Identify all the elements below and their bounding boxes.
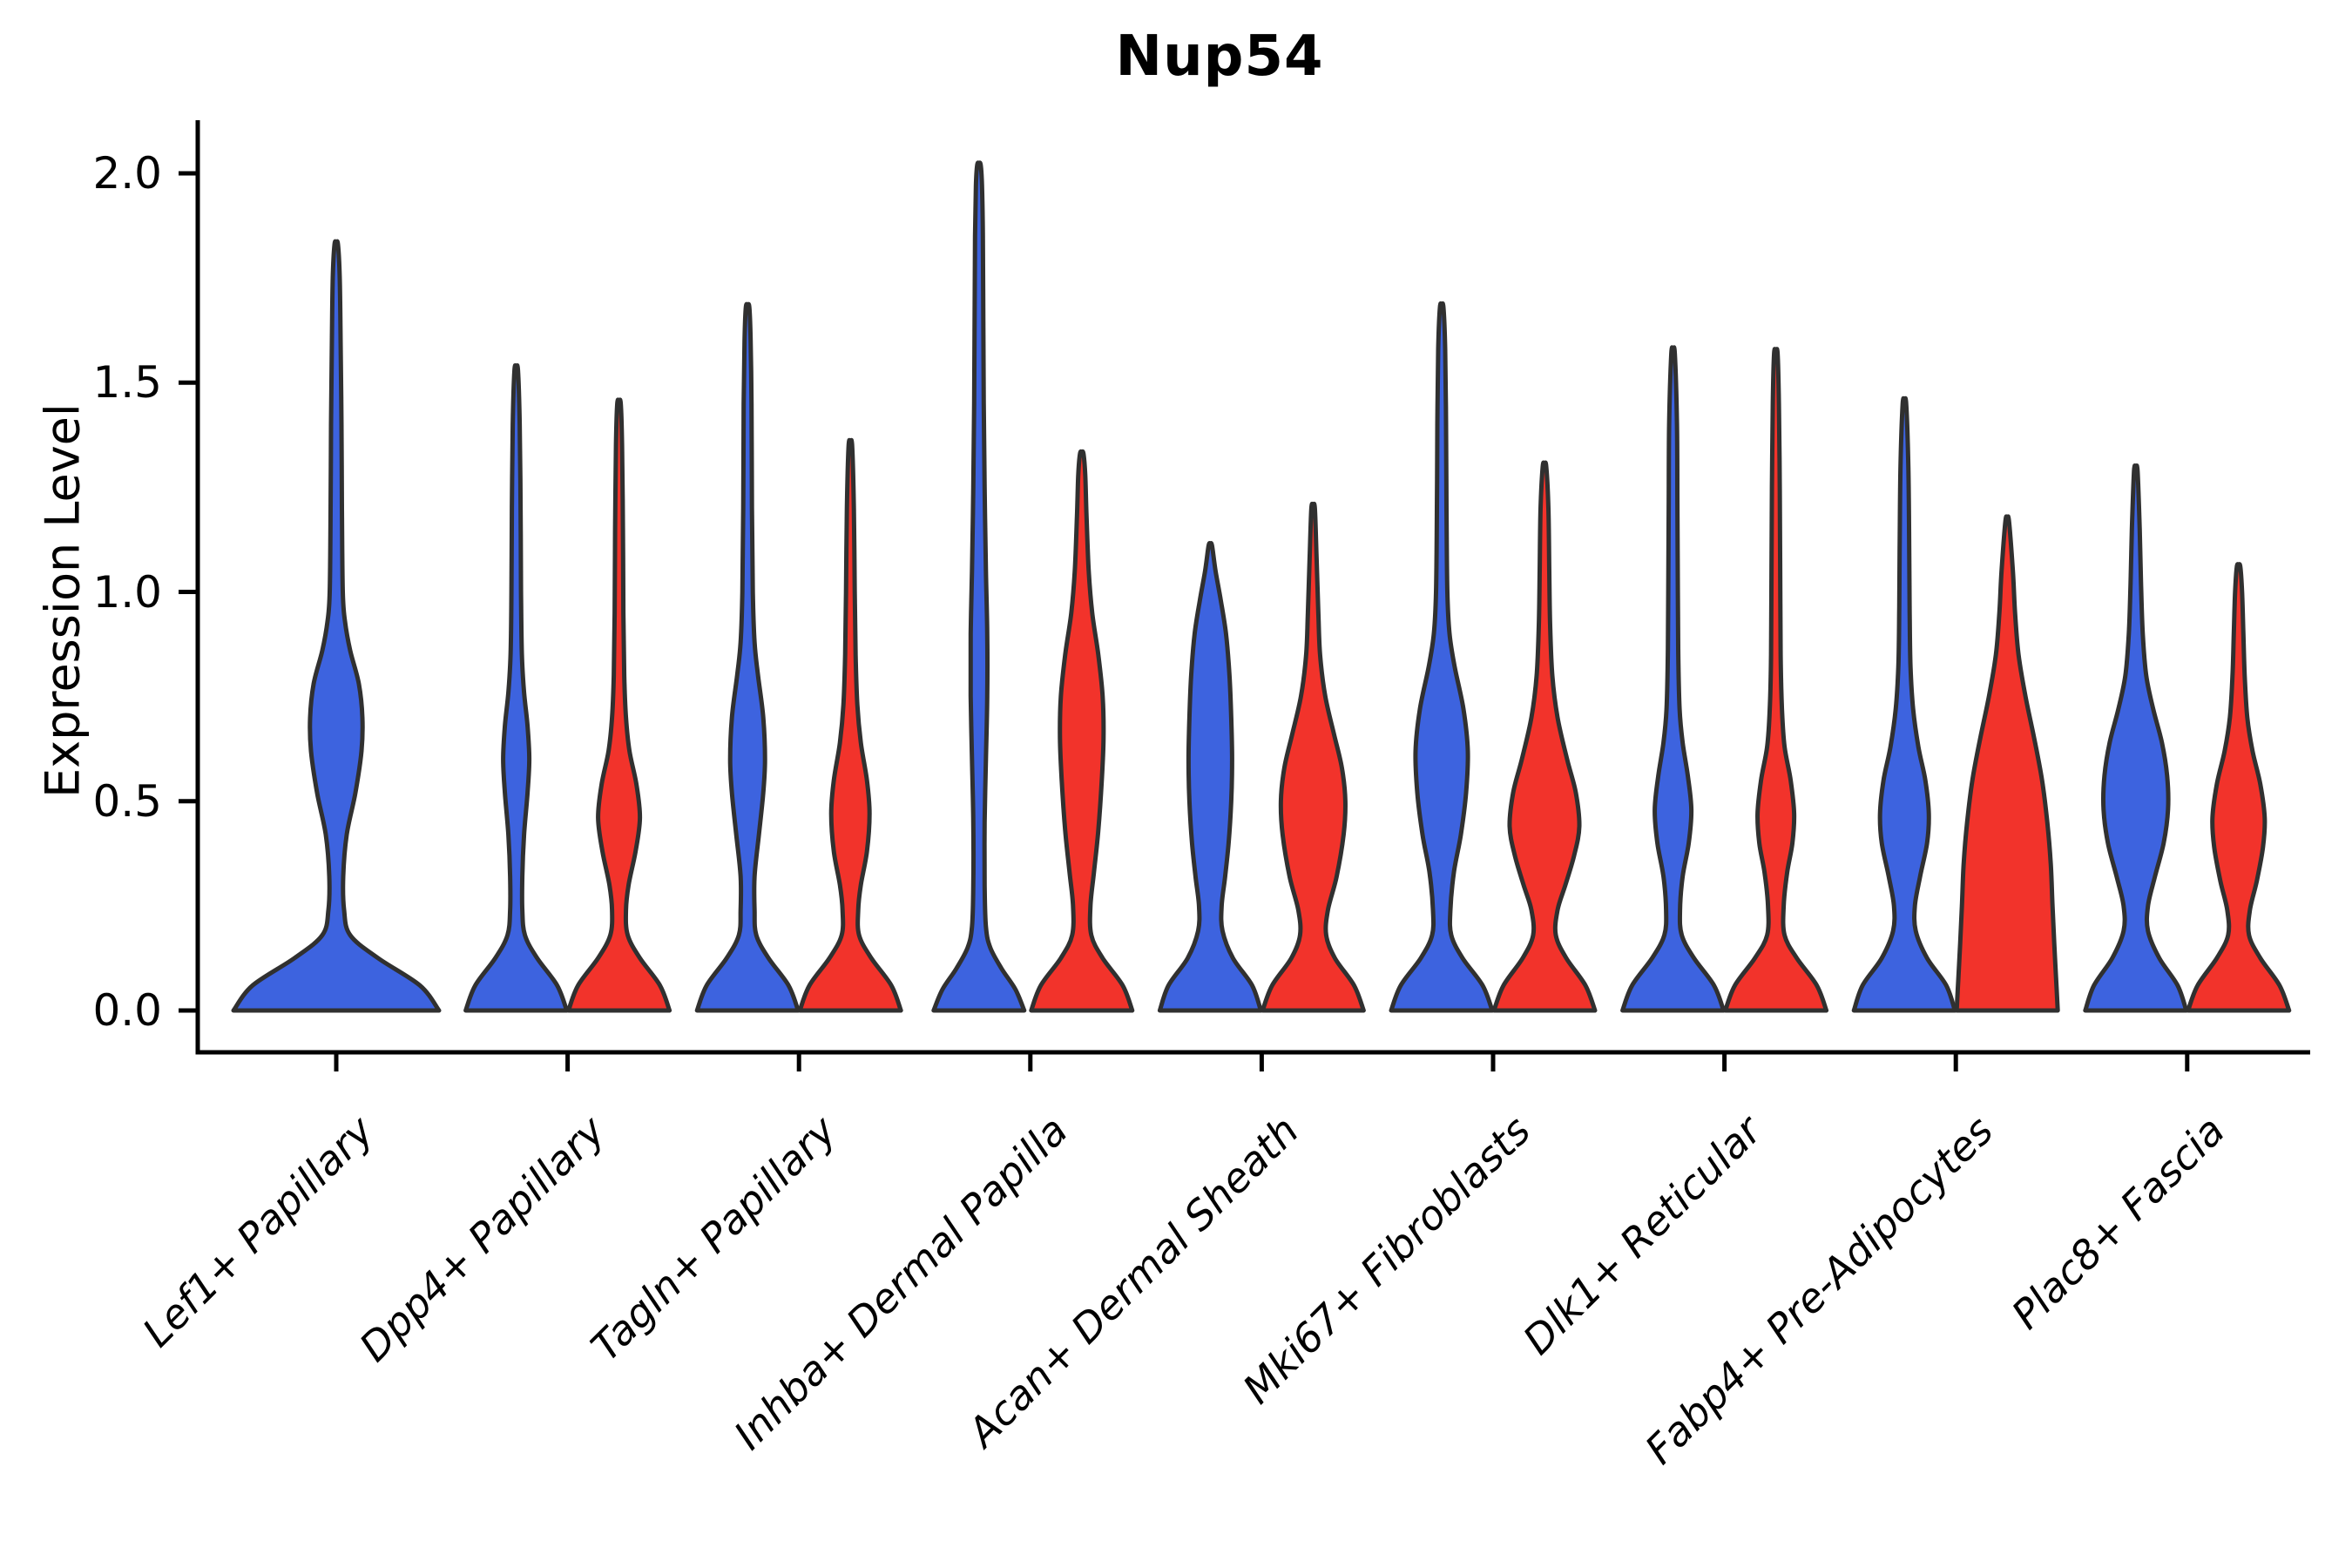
- y-tick-label: 1.5: [92, 357, 162, 409]
- violin-red-Tagln+ Papillary: [797, 437, 903, 1013]
- y-tick-label: 0.0: [92, 985, 162, 1036]
- violin-red-Acan+ Dermal Sheath: [1260, 501, 1366, 1013]
- violin-blue-Inhba+ Dermal Papilla: [931, 160, 1027, 1013]
- violin-red-Fabp4+ Pre-Adipocytes: [1954, 514, 2060, 1013]
- y-tick-label: 0.5: [92, 775, 162, 827]
- violin-red-Dlk1+ Reticular: [1723, 347, 1829, 1013]
- y-tick-label: 2.0: [92, 148, 162, 199]
- violin-blue-Mki67+ Fibroblasts: [1389, 301, 1495, 1013]
- violin-blue-Tagln+ Papillary: [694, 301, 801, 1013]
- y-tick-label: 1.0: [92, 566, 162, 618]
- violin-red-Inhba+ Dermal Papilla: [1029, 449, 1135, 1013]
- violin-blue-Plac8+ Fascia: [2083, 463, 2189, 1013]
- violin-blue-Lef1+ Papillary: [231, 239, 442, 1013]
- chart-title: Nup54: [1115, 24, 1324, 89]
- violin-red-Mki67+ Fibroblasts: [1491, 460, 1598, 1013]
- violin-blue-Dpp4+ Papillary: [463, 362, 570, 1013]
- violin-blue-Dlk1+ Reticular: [1620, 345, 1727, 1013]
- violin-red-Dpp4+ Papillary: [566, 397, 672, 1013]
- violin-blue-Acan+ Dermal Sheath: [1157, 541, 1263, 1013]
- violin-blue-Fabp4+ Pre-Adipocytes: [1851, 395, 1957, 1013]
- violin-red-Plac8+ Fascia: [2186, 562, 2292, 1013]
